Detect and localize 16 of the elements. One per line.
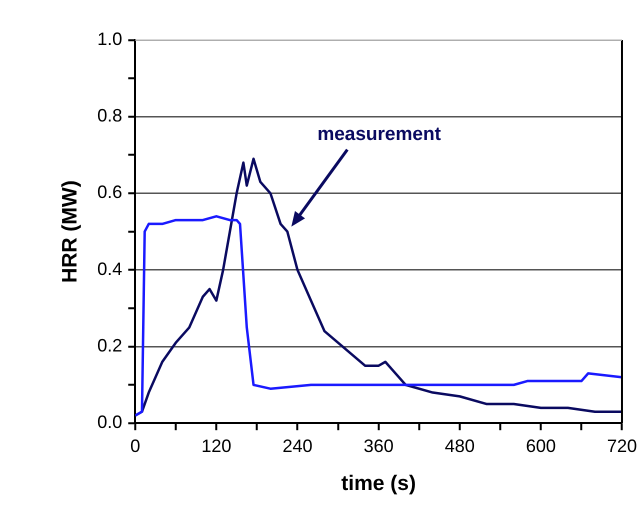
x-tick-label: 480	[444, 436, 475, 456]
x-tick-label: 0	[130, 436, 140, 456]
y-tick-label: 1.0	[97, 28, 122, 49]
y-axis-title: HRR (MW)	[58, 180, 82, 283]
y-tick-label: 0.2	[97, 336, 122, 356]
y-tick-label: 0.4	[97, 258, 122, 279]
text: measurement	[317, 124, 442, 145]
x-tick-label: 240	[282, 436, 312, 456]
y-tick-label: 0.0	[97, 412, 122, 432]
x-tick-label: 600	[526, 436, 556, 456]
x-tick-label: 720	[606, 436, 638, 456]
x-tick-label: 360	[364, 436, 394, 456]
x-tick-label: 120	[201, 436, 232, 456]
y-tick-label: 0.8	[97, 106, 122, 126]
x-axis-title: time (s)	[341, 472, 416, 496]
y-tick-label: 0.6	[97, 182, 122, 202]
